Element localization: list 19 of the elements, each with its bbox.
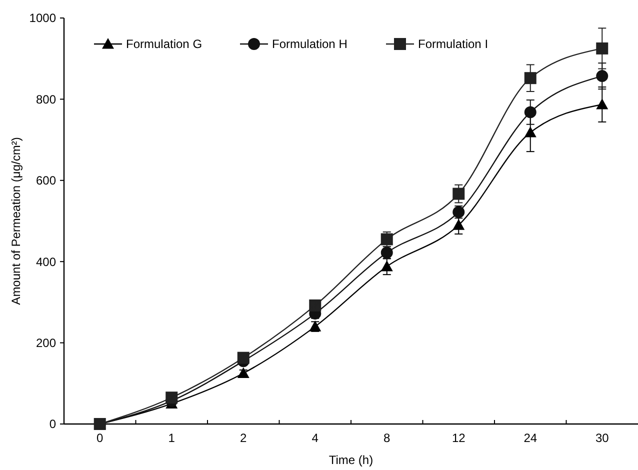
x-tick-label: 0 [96,431,104,445]
legend-label: Formulation H [272,37,348,52]
x-tick-label: 1 [168,431,176,445]
legend-label: Formulation G [126,37,202,52]
x-tick-label: 24 [524,431,538,445]
y-tick-label: 200 [36,336,56,350]
y-tick-label: 0 [49,417,56,432]
x-tick-label: 12 [452,431,466,445]
x-tick-label: 8 [384,431,391,445]
y-axis-title: Amount of Permeation (μg/cm²) [9,137,23,305]
y-tick-label: 400 [36,254,56,269]
y-tick-label: 1000 [29,11,56,26]
x-tick-label: 4 [312,431,319,445]
x-tick-label: 30 [595,431,610,445]
x-axis-title: Time (h) [328,453,374,467]
legend-label: Formulation I [418,37,488,52]
y-tick-label: 600 [36,174,56,188]
y-tick-label: 800 [36,92,56,106]
x-tick-label: 2 [240,431,248,445]
